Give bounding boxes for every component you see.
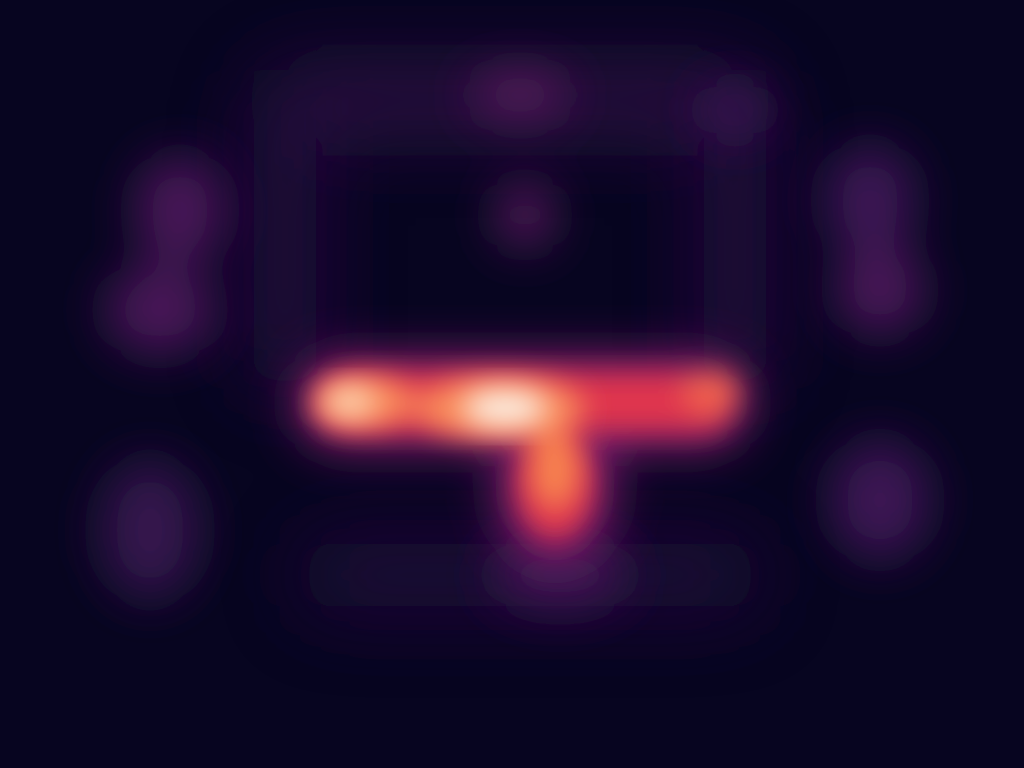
hotspot-left-mid (105, 265, 215, 355)
frame-right-band (700, 90, 770, 390)
hotspot-bar-right-end (684, 370, 740, 414)
peak-left (324, 387, 376, 417)
hotspot-bottom-center (490, 540, 630, 610)
frame-left-band (250, 90, 320, 390)
hotspot-upper-center (497, 183, 553, 247)
hotspot-left-upper (135, 155, 225, 265)
core-tail (531, 430, 579, 510)
peak-center (463, 390, 547, 426)
hotspot-top-right (700, 85, 770, 135)
hotspot-right-upper (825, 145, 915, 255)
secondary-hotspots (100, 73, 930, 610)
peak-highlights (324, 387, 547, 426)
hotspot-right-mid (835, 245, 925, 335)
hotspot-top-center (470, 73, 570, 117)
hotspot-left-lower (100, 460, 200, 600)
hotspot-right-lower (830, 440, 930, 560)
